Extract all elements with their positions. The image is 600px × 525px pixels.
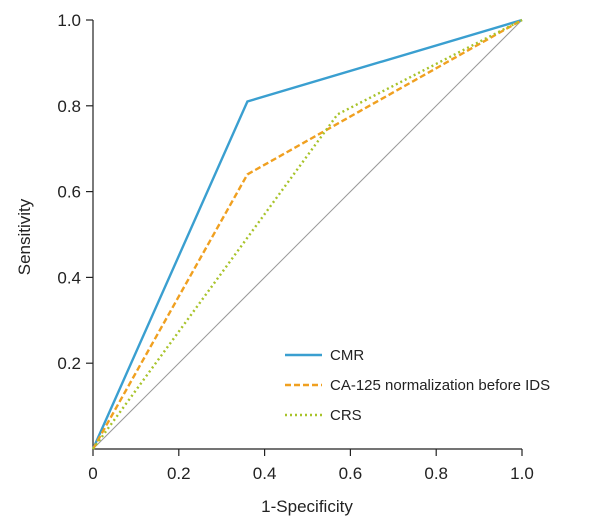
x-tick-label: 0.2: [167, 464, 191, 483]
y-tick-label: 0.2: [57, 354, 81, 373]
y-tick-label: 0.8: [57, 97, 81, 116]
legend: CMR CA-125 normalization before IDS CRS: [285, 347, 550, 424]
legend-label: CRS: [330, 407, 362, 424]
series-lines: [91, 18, 523, 450]
y-tick-label: 0.4: [57, 268, 81, 287]
y-tick-label: 0.6: [57, 183, 81, 202]
x-tick-label: 0.6: [339, 464, 363, 483]
y-tick-label: 1.0: [57, 11, 81, 30]
y-axis-title: Sensitivity: [15, 198, 34, 275]
x-tick-label: 0: [88, 464, 97, 483]
tick-labels: 0 0.2 0.4 0.6 0.8 1.0 0.2 0.4 0.6 0.8 1.0: [57, 11, 533, 483]
x-tick-label: 0.4: [253, 464, 277, 483]
series-line-cmr: [91, 18, 523, 450]
legend-label: CA-125 normalization before IDS: [330, 377, 550, 394]
x-axis-title: 1-Specificity: [261, 497, 353, 516]
legend-label: CMR: [330, 347, 364, 364]
reference-diagonal: [92, 19, 523, 450]
x-tick-label: 1.0: [510, 464, 534, 483]
series-line-ca-125-normalization-before-ids: [91, 18, 523, 450]
axes: [86, 19, 523, 456]
chance-line: [92, 19, 523, 450]
x-tick-label: 0.8: [424, 464, 448, 483]
